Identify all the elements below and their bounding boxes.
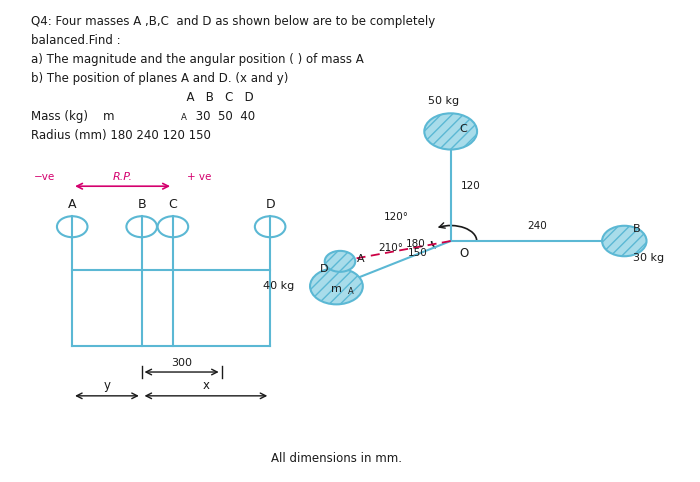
Text: A: A (349, 287, 354, 296)
Text: O: O (460, 247, 469, 260)
Text: A: A (358, 254, 365, 264)
Text: 30 kg: 30 kg (633, 253, 664, 263)
Text: 120°: 120° (384, 212, 409, 222)
Text: B: B (633, 224, 641, 234)
Text: Q4: Four masses A ,B,C  and D as shown below are to be completely: Q4: Four masses A ,B,C and D as shown be… (31, 14, 435, 27)
Text: 50 kg: 50 kg (428, 96, 459, 106)
Text: Radius (mm) 180 240 120 150: Radius (mm) 180 240 120 150 (31, 129, 211, 142)
Text: + ve: + ve (187, 173, 211, 182)
Circle shape (424, 113, 477, 149)
Text: 30  50  40: 30 50 40 (192, 110, 255, 123)
Text: D: D (265, 199, 275, 212)
Circle shape (602, 226, 647, 256)
Circle shape (325, 251, 356, 272)
Text: B: B (137, 199, 146, 212)
Text: R.P.: R.P. (113, 173, 132, 182)
Text: C: C (169, 199, 177, 212)
Text: 150: 150 (407, 248, 427, 258)
Text: 210°: 210° (379, 243, 403, 254)
Text: a) The magnitude and the angular position ( ) of mass A: a) The magnitude and the angular positio… (31, 53, 363, 66)
Text: 180: 180 (406, 239, 426, 249)
Text: A: A (68, 199, 76, 212)
Text: 240: 240 (528, 221, 547, 230)
Text: y: y (104, 379, 111, 392)
Text: A: A (181, 113, 186, 122)
Text: b) The position of planes A and D. (x and y): b) The position of planes A and D. (x an… (31, 72, 288, 85)
Text: 300: 300 (171, 358, 192, 368)
Circle shape (310, 268, 363, 304)
Text: balanced.Find :: balanced.Find : (31, 34, 120, 47)
Text: 120: 120 (461, 181, 481, 191)
Text: m: m (331, 284, 342, 294)
Text: All dimensions in mm.: All dimensions in mm. (271, 452, 402, 465)
Text: Mass (kg)    m: Mass (kg) m (31, 110, 114, 123)
Text: −ve: −ve (34, 173, 55, 182)
Text: D: D (320, 264, 328, 274)
Text: C: C (459, 124, 467, 134)
Text: 40 kg: 40 kg (263, 281, 295, 291)
Text: x: x (202, 379, 209, 392)
Text: A   B   C   D: A B C D (148, 91, 253, 104)
